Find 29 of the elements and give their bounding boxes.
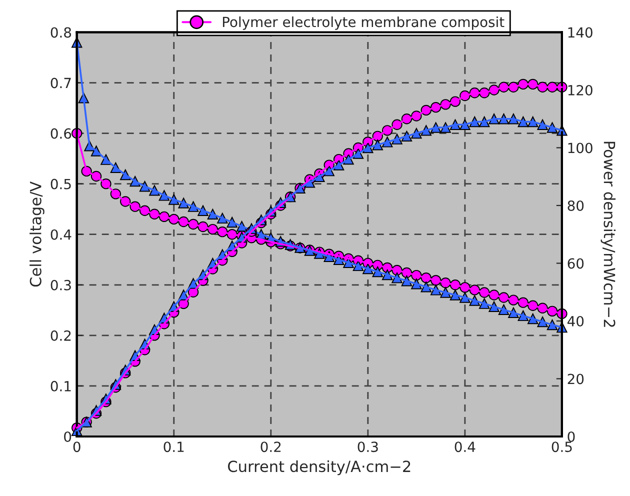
y-tick-label: 0.4 [50, 229, 72, 240]
y2-axis-title: Power density/mWcm−2 [600, 142, 616, 327]
y-tick-label: 0.3 [50, 280, 71, 290]
x-tick-label: 0.1 [164, 442, 184, 452]
y-tick-label: 0.6 [50, 128, 72, 139]
y-tick-label: 0.5 [50, 178, 71, 190]
y2-tick-label: 120 [568, 84, 592, 96]
legend-label: Polymer electrolyte membrane composit [222, 16, 504, 30]
x-tick-label: 0.3 [358, 442, 378, 452]
y2-tick-label: 140 [568, 27, 592, 38]
y2-tick-label: 40 [568, 316, 584, 326]
y-axis-title: Cell voltage/V [30, 181, 44, 287]
y2-tick-label: 0 [568, 431, 575, 442]
x-tick-label: 0.4 [454, 442, 476, 452]
y2-tick-label: 20 [568, 374, 584, 384]
y-tick-label: 0.8 [50, 27, 72, 38]
y-tick-label: 0.7 [50, 78, 71, 88]
y-tick-label: 0.1 [50, 380, 71, 392]
y-tick-label: 0 [64, 431, 72, 442]
x-tick-label: 0 [73, 442, 80, 452]
x-axis-title: Current density/A·cm−2 [228, 460, 410, 476]
y2-tick-label: 80 [568, 200, 584, 211]
y-tick-label: 0.2 [50, 330, 71, 341]
y2-tick-label: 100 [568, 142, 592, 154]
x-tick-label: 0.2 [260, 442, 281, 452]
point [420, 125, 432, 136]
point [420, 282, 432, 292]
y2-tick-label: 60 [568, 258, 584, 269]
x-tick-label: 0.5 [552, 442, 572, 452]
